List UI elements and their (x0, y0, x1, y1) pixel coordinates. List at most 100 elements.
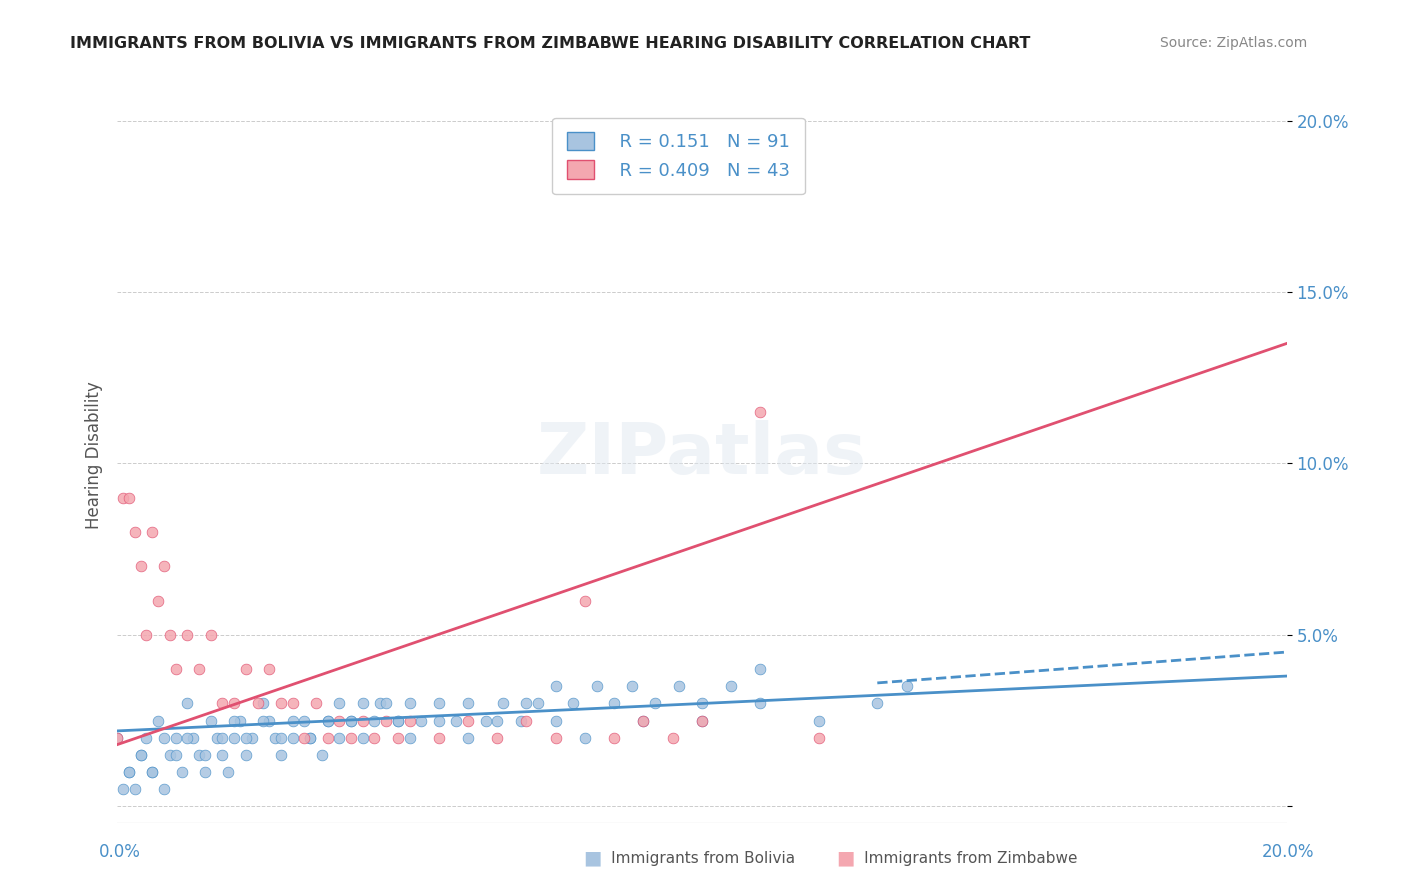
Point (328, 714, 350, 728)
Point (363, 731, 385, 745)
Point (252, 697, 274, 711)
Point (375, 697, 398, 711)
Point (246, 697, 269, 711)
Point (129, 559, 152, 574)
Point (668, 679, 690, 693)
Point (474, 714, 496, 728)
Point (316, 714, 339, 728)
Point (690, 697, 713, 711)
Point (398, 697, 420, 711)
Point (427, 714, 450, 728)
Point (146, 714, 169, 728)
Point (457, 697, 479, 711)
Point (368, 697, 391, 711)
Point (316, 714, 339, 728)
Point (585, 679, 607, 693)
Point (633, 714, 655, 728)
Point (292, 731, 315, 745)
Point (427, 697, 450, 711)
Point (866, 697, 889, 711)
Point (270, 697, 292, 711)
Point (352, 697, 374, 711)
Point (200, 628, 222, 642)
Point (224, 731, 246, 745)
Legend:   R = 0.151   N = 91,   R = 0.409   N = 43: R = 0.151 N = 91, R = 0.409 N = 43 (553, 118, 804, 194)
Point (264, 731, 287, 745)
Point (129, 747, 152, 762)
Point (176, 697, 198, 711)
Point (544, 731, 567, 745)
Text: 20.0%: 20.0% (1263, 843, 1315, 861)
Text: ■: ■ (837, 848, 855, 868)
Point (165, 662, 187, 676)
Point (311, 747, 333, 762)
Point (235, 747, 257, 762)
Y-axis label: Hearing Disability: Hearing Disability (86, 381, 103, 529)
Point (633, 714, 655, 728)
Point (574, 593, 596, 607)
Point (387, 714, 409, 728)
Point (292, 714, 315, 728)
Point (398, 714, 420, 728)
Point (544, 714, 567, 728)
Point (340, 714, 363, 728)
Point (118, 765, 141, 780)
Point (257, 662, 280, 676)
Text: 0.0%: 0.0% (98, 843, 141, 861)
Point (807, 731, 830, 745)
Point (305, 697, 328, 711)
Point (112, 782, 135, 797)
Point (387, 731, 409, 745)
Point (749, 697, 772, 711)
Point (328, 697, 350, 711)
Point (492, 697, 515, 711)
Point (603, 731, 626, 745)
Point (211, 731, 233, 745)
Point (224, 714, 246, 728)
Text: ZIPatlas: ZIPatlas (537, 420, 868, 490)
Point (211, 747, 233, 762)
Point (252, 714, 274, 728)
Point (235, 731, 257, 745)
Point (153, 782, 176, 797)
Point (141, 524, 163, 539)
Point (135, 628, 157, 642)
Point (211, 697, 233, 711)
Point (398, 731, 420, 745)
Point (446, 714, 468, 728)
Point (205, 731, 228, 745)
Point (352, 714, 374, 728)
Point (620, 679, 643, 693)
Point (153, 731, 176, 745)
Point (281, 714, 304, 728)
Point (165, 731, 187, 745)
Point (176, 628, 198, 642)
Point (159, 628, 181, 642)
Point (200, 714, 222, 728)
Point (141, 765, 163, 780)
Point (105, 731, 128, 745)
Point (387, 714, 409, 728)
Text: Source: ZipAtlas.com: Source: ZipAtlas.com (1160, 36, 1308, 50)
Point (352, 731, 374, 745)
Point (340, 714, 363, 728)
Point (153, 559, 176, 574)
Point (112, 491, 135, 505)
Point (375, 714, 398, 728)
Point (129, 747, 152, 762)
Point (603, 697, 626, 711)
Text: ■: ■ (583, 848, 602, 868)
Point (176, 731, 198, 745)
Point (188, 747, 211, 762)
Point (257, 714, 280, 728)
Point (807, 714, 830, 728)
Point (515, 697, 537, 711)
Point (574, 731, 596, 745)
Point (194, 765, 217, 780)
Text: IMMIGRANTS FROM BOLIVIA VS IMMIGRANTS FROM ZIMBABWE HEARING DISABILITY CORRELATI: IMMIGRANTS FROM BOLIVIA VS IMMIGRANTS FR… (70, 36, 1031, 51)
Point (141, 765, 163, 780)
Point (188, 662, 211, 676)
Point (527, 697, 550, 711)
Point (118, 491, 141, 505)
Point (749, 405, 772, 419)
